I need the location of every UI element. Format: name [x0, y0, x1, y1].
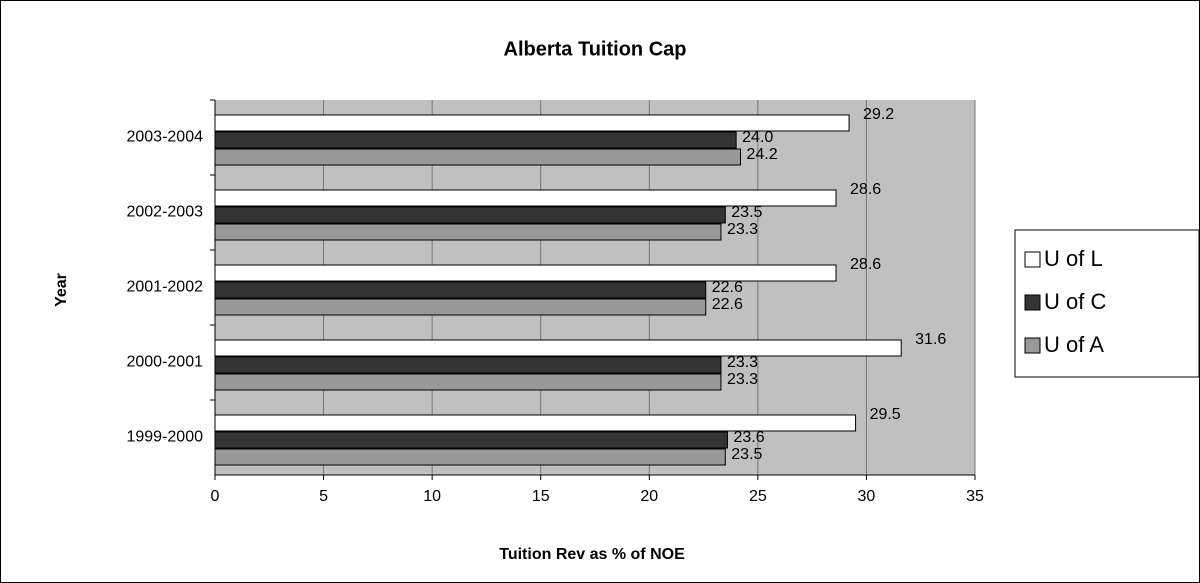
- x-tick-label: 30: [858, 488, 876, 505]
- bar: [214, 356, 722, 374]
- legend-label: U of C: [1044, 289, 1106, 314]
- x-tick-label: 0: [211, 488, 220, 505]
- value-label: 29.5: [870, 406, 901, 423]
- bar: [214, 264, 837, 282]
- value-label: 24.2: [746, 146, 777, 163]
- value-label: 23.5: [731, 446, 762, 463]
- chart-title: Alberta Tuition Cap: [504, 38, 687, 60]
- x-tick-label: 15: [532, 488, 550, 505]
- y-tick-label: 2001-2002: [126, 279, 203, 296]
- x-tick-label: 5: [319, 488, 328, 505]
- legend-label: U of A: [1044, 332, 1104, 357]
- legend-swatch: [1024, 251, 1041, 268]
- value-label: 23.3: [727, 371, 758, 388]
- x-tick-label: 10: [423, 488, 441, 505]
- value-label: 23.3: [727, 354, 758, 371]
- bar: [214, 431, 728, 449]
- legend-swatch: [1024, 337, 1041, 354]
- value-label: 23.5: [731, 204, 762, 221]
- bar: [214, 339, 902, 357]
- x-tick-label: 35: [966, 488, 984, 505]
- bar: [214, 114, 850, 132]
- bar: [214, 414, 857, 432]
- x-tick-label: 20: [640, 488, 658, 505]
- y-tick-label: 2003-2004: [126, 129, 203, 146]
- value-label: 24.0: [742, 129, 773, 146]
- bar: [214, 148, 741, 166]
- value-label: 31.6: [915, 331, 946, 348]
- value-label: 28.6: [850, 181, 881, 198]
- bar: [214, 206, 726, 224]
- y-axis-label: Year: [53, 273, 70, 307]
- x-axis-label: Tuition Rev as % of NOE: [499, 546, 685, 563]
- bar: [214, 131, 737, 149]
- legend-box: [1014, 229, 1200, 378]
- value-label: 23.3: [727, 221, 758, 238]
- bar: [214, 373, 722, 391]
- value-label: 22.6: [712, 296, 743, 313]
- value-label: 23.6: [733, 429, 764, 446]
- value-label: 28.6: [850, 256, 881, 273]
- legend-swatch: [1024, 294, 1041, 311]
- y-tick-label: 2000-2001: [126, 354, 203, 371]
- bar: [214, 281, 707, 299]
- bar: [214, 223, 722, 241]
- x-tick-label: 25: [749, 488, 767, 505]
- value-label: 22.6: [712, 279, 743, 296]
- value-label: 29.2: [863, 106, 894, 123]
- bar: [214, 189, 837, 207]
- legend-label: U of L: [1044, 246, 1103, 271]
- bar: [214, 448, 726, 466]
- y-tick-label: 2002-2003: [126, 204, 203, 221]
- y-tick-label: 1999-2000: [126, 429, 203, 446]
- bar: [214, 298, 707, 316]
